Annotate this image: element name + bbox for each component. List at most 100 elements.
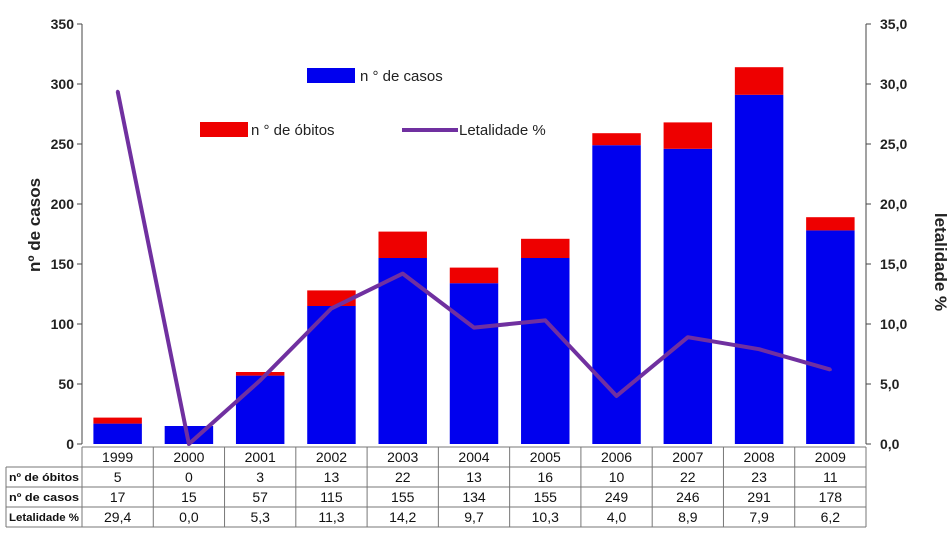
line-point bbox=[329, 306, 333, 310]
table-cell: 4,0 bbox=[607, 509, 627, 525]
y-tick-label: 200 bbox=[51, 196, 75, 212]
table-cell: 14,2 bbox=[389, 509, 416, 525]
table-cell: 178 bbox=[819, 489, 843, 505]
y-tick-label: 150 bbox=[51, 256, 75, 272]
table-cell: 3 bbox=[256, 469, 264, 485]
table-row-label: Letalidade % bbox=[9, 512, 79, 524]
x-tick-label: 2007 bbox=[672, 449, 703, 465]
table-cell: 291 bbox=[747, 489, 771, 505]
legend-label-obitos: n ° de óbitos bbox=[251, 122, 335, 139]
bar-casos bbox=[93, 423, 142, 444]
bar-casos bbox=[449, 283, 499, 444]
line-point bbox=[686, 335, 690, 339]
x-tick-label: 2008 bbox=[744, 449, 775, 465]
line-point bbox=[543, 318, 547, 322]
table-cell: 5 bbox=[114, 469, 122, 485]
y2-tick-label: 15,0 bbox=[880, 256, 907, 272]
legend-label-casos: n ° de casos bbox=[360, 68, 443, 85]
y2-tick-label: 0,0 bbox=[880, 436, 900, 452]
table-cell: 155 bbox=[534, 489, 558, 505]
bar-obitos bbox=[235, 372, 285, 376]
bar-obitos bbox=[521, 238, 570, 258]
legend: n ° de casos n ° de óbitos Letalidade % bbox=[200, 68, 546, 139]
line-point bbox=[116, 89, 120, 93]
axes-layer: 0 50 100 150 200 250 300 350 0,0 5,0 10,0 15,0 20,0 2… bbox=[51, 16, 908, 452]
y-axis-title: nº de casos bbox=[25, 178, 44, 272]
y2-tick-label: 25,0 bbox=[880, 136, 907, 152]
bar-casos bbox=[307, 306, 356, 444]
table-cell: 15 bbox=[181, 489, 197, 505]
table-cell: 7,9 bbox=[749, 509, 769, 525]
x-tick-label: 2006 bbox=[601, 449, 632, 465]
bar-casos bbox=[592, 145, 641, 444]
table-cell: 11,3 bbox=[318, 509, 344, 525]
table-cell: 9,7 bbox=[464, 509, 484, 525]
y2-tick-label: 5,0 bbox=[880, 376, 900, 392]
table-cell: 115 bbox=[320, 489, 343, 505]
line-point bbox=[472, 326, 476, 330]
y-tick-label: 300 bbox=[51, 76, 75, 92]
table-cell: 246 bbox=[676, 489, 700, 505]
bar-obitos bbox=[93, 417, 142, 424]
line-point bbox=[828, 368, 832, 372]
legend-swatch-obitos bbox=[200, 122, 248, 137]
bar-casos bbox=[521, 258, 570, 444]
table-cell: 0 bbox=[185, 469, 193, 485]
bar-casos bbox=[378, 258, 427, 444]
table-cell: 155 bbox=[391, 489, 415, 505]
table-row-label: nº de casos bbox=[9, 492, 79, 504]
bar-obitos bbox=[378, 231, 427, 258]
table-cell: 0,0 bbox=[179, 509, 199, 525]
bar-obitos bbox=[663, 122, 713, 149]
table-cell: 13 bbox=[466, 469, 482, 485]
bar-obitos bbox=[734, 67, 784, 95]
y-tick-label: 350 bbox=[51, 16, 75, 32]
y2-tick-label: 35,0 bbox=[880, 16, 907, 32]
y2-axis-title: letalidade % bbox=[931, 213, 948, 311]
y2-tick-label: 20,0 bbox=[880, 196, 907, 212]
table-row-label: nº de óbitos bbox=[9, 472, 79, 484]
y-tick-label: 250 bbox=[51, 136, 75, 152]
x-tick-label: 2002 bbox=[316, 449, 347, 465]
table-cell: 10 bbox=[609, 469, 625, 485]
line-point bbox=[187, 442, 191, 446]
line-point bbox=[258, 378, 262, 382]
bar-casos bbox=[734, 94, 784, 445]
line-layer bbox=[115, 89, 832, 446]
x-tick-label: 2004 bbox=[458, 449, 489, 465]
table-cell: 22 bbox=[395, 469, 411, 485]
bar-obitos bbox=[806, 217, 855, 231]
line-point bbox=[401, 272, 405, 276]
table-cell: 13 bbox=[324, 469, 340, 485]
table-cell: 16 bbox=[537, 469, 553, 485]
legend-label-letalidade: Letalidade % bbox=[459, 122, 546, 139]
x-tick-label: 1999 bbox=[102, 449, 133, 465]
x-tick-label: 2009 bbox=[815, 449, 846, 465]
data-table: 1999 2000 2001 2002 2003 2004 2005 2006 2007 2008… bbox=[5, 446, 867, 528]
y-tick-label: 100 bbox=[51, 316, 75, 332]
bar-obitos bbox=[592, 133, 641, 146]
line-point bbox=[615, 394, 619, 398]
table-cell: 5,3 bbox=[250, 509, 270, 525]
table-cell: 249 bbox=[605, 489, 629, 505]
table-cell: 11 bbox=[823, 469, 838, 485]
y2-tick-label: 30,0 bbox=[880, 76, 907, 92]
table-cell: 57 bbox=[252, 489, 268, 505]
bar-obitos bbox=[449, 267, 499, 284]
line-point bbox=[757, 347, 761, 351]
table-cell: 6,2 bbox=[821, 509, 841, 525]
table-cell: 8,9 bbox=[678, 509, 698, 525]
bar-casos bbox=[235, 375, 285, 444]
legend-swatch-casos bbox=[307, 68, 355, 83]
bar-casos bbox=[663, 148, 713, 445]
bar-casos bbox=[806, 230, 855, 444]
table-cell: 22 bbox=[680, 469, 696, 485]
y-tick-label: 50 bbox=[58, 376, 74, 392]
table-cell: 17 bbox=[110, 489, 126, 505]
y-tick-label: 0 bbox=[66, 436, 74, 452]
table-cell: 23 bbox=[751, 469, 767, 485]
x-tick-label: 2000 bbox=[173, 449, 204, 465]
bars-layer bbox=[93, 67, 855, 445]
x-tick-label: 2003 bbox=[387, 449, 418, 465]
table-cell: 10,3 bbox=[532, 509, 559, 525]
